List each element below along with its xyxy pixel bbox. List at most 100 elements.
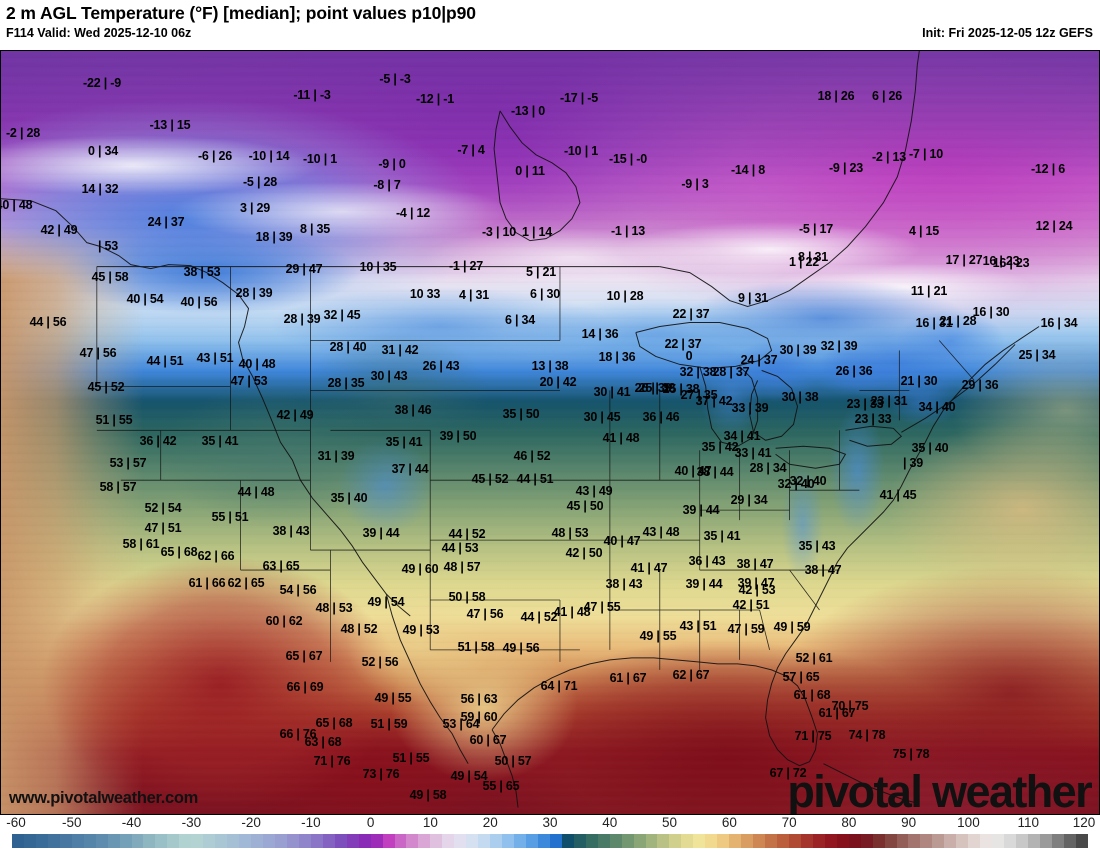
- point-value-label: 6 | 30: [529, 286, 561, 301]
- point-value-label: 43 | 51: [679, 618, 717, 633]
- point-value-label: 65 | 68: [160, 544, 198, 559]
- point-value-label: 29 | 34: [730, 492, 768, 507]
- colorbar-swatch: [418, 834, 431, 848]
- point-value-label: 40 | 47: [674, 463, 712, 478]
- point-value-label: 12 | 24: [1035, 218, 1073, 233]
- point-value-label: 32 | 45: [323, 307, 361, 322]
- point-value-label: 57 | 65: [782, 669, 820, 684]
- colorbar-swatch: [980, 834, 993, 848]
- point-value-label: 14 | 32: [81, 181, 119, 196]
- point-value-label: 49 | 55: [374, 690, 412, 705]
- point-value-label: 38 | 43: [272, 523, 310, 538]
- point-value-label: 47 | 56: [466, 606, 504, 621]
- temperature-map[interactable]: -22 | -9 -2 | 28 -13 | 15 0 | 34 -6 | 26 -10 …: [0, 50, 1100, 815]
- point-value-label: 34 | 41: [723, 428, 761, 443]
- point-value-label: 23 | 33: [854, 411, 892, 426]
- point-value-label: 42 | 49: [40, 222, 78, 237]
- point-value-label: 71 | 75: [794, 728, 832, 743]
- colorbar-tick-label: -10: [301, 815, 321, 830]
- point-value-label: 0 | 34: [87, 143, 119, 158]
- colorbar-swatch: [860, 834, 873, 848]
- point-value-label: 66 | 69: [286, 679, 324, 694]
- colorbar-tick-label: -40: [121, 815, 142, 830]
- point-value-label: 49 | 53: [402, 622, 440, 637]
- point-value-label: 29 | 36: [961, 377, 999, 392]
- colorbar-swatch: [645, 834, 658, 848]
- colorbar-swatch: [884, 834, 897, 848]
- colorbar-swatch: [693, 834, 706, 848]
- point-value-label: 41 | 47: [630, 560, 668, 575]
- point-value-label: -10 | 1: [563, 143, 599, 158]
- point-value-label: 31 | 39: [317, 448, 355, 463]
- colorbar-swatch: [83, 834, 96, 848]
- colorbar-tick-label: 100: [957, 815, 980, 830]
- point-value-label: 49 | 58: [409, 787, 447, 802]
- point-value-label: -15 | -0: [608, 151, 648, 166]
- point-value-label: 75 | 78: [892, 746, 930, 761]
- point-value-label: 34 | 40: [918, 399, 956, 414]
- point-value-label: 28 | 39: [235, 285, 273, 300]
- point-value-label: 45 | 50: [566, 498, 604, 513]
- point-value-label: -17 | -5: [559, 90, 599, 105]
- point-value-label: 33 | 41: [734, 445, 772, 460]
- point-value-label: 42 | 49: [276, 407, 314, 422]
- point-value-label: 44 | 51: [516, 471, 554, 486]
- colorbar-swatch: [59, 834, 72, 848]
- point-value-label: 44 | 53: [441, 540, 479, 555]
- colorbar-tick-label: -60: [6, 815, 26, 830]
- colorbar-tick-label: -20: [241, 815, 261, 830]
- point-value-label: 9 | 31: [737, 290, 769, 305]
- point-value-label: 1 | 22: [788, 254, 820, 269]
- point-value-label: 48 | 57: [443, 559, 481, 574]
- point-value-label: 32 | 39: [820, 338, 858, 353]
- colorbar-swatch: [872, 834, 885, 848]
- point-value-label: 36 | 43: [688, 553, 726, 568]
- point-value-label: 10 | 35: [359, 259, 397, 274]
- point-value-label: 56 | 63: [460, 691, 498, 706]
- point-value-label: | 53: [97, 238, 119, 253]
- colorbar-swatch: [298, 834, 311, 848]
- colorbar-legend[interactable]: -60 -50 -40 -30 -20 -10 0 10 20 30 40 50 60 70 80 90 100…: [0, 815, 1100, 850]
- point-value-label: 32 | 40: [777, 476, 815, 491]
- colorbar-swatch: [525, 834, 538, 848]
- point-value-label: 30 | 39: [779, 342, 817, 357]
- colorbar-swatch: [753, 834, 766, 848]
- point-value-label: 4 | 31: [458, 287, 490, 302]
- point-value-label: 16 | 31: [915, 315, 953, 330]
- colorbar-swatch: [143, 834, 156, 848]
- point-value-label: 51 | 55: [95, 412, 133, 427]
- point-value-label: 55 | 65: [482, 778, 520, 793]
- colorbar-swatch: [95, 834, 108, 848]
- point-value-label: 44 | 52: [448, 526, 486, 541]
- colorbar-swatch: [896, 834, 909, 848]
- point-value-label: 74 | 78: [848, 727, 886, 742]
- point-value-label: 35 | 50: [502, 406, 540, 421]
- point-value-label: 60 | 67: [469, 732, 507, 747]
- colorbar-swatch: [131, 834, 144, 848]
- point-value-label: 65 | 67: [285, 648, 323, 663]
- colorbar-swatch: [705, 834, 718, 848]
- point-value-label: 42 | 50: [565, 545, 603, 560]
- point-value-label: 48 | 52: [340, 621, 378, 636]
- point-value-label: 22 | 37: [664, 336, 702, 351]
- point-value-label: 35 | 40: [911, 440, 949, 455]
- point-value-label: 24 | 37: [147, 214, 185, 229]
- point-value-label: -6 | 26: [197, 148, 233, 163]
- point-value-label: 8 | 35: [299, 221, 331, 236]
- point-value-label: 22 | 37: [672, 306, 710, 321]
- point-value-label: 16 | 30: [972, 304, 1010, 319]
- point-value-label: 38 | 47: [804, 562, 842, 577]
- colorbar-swatch: [1004, 834, 1017, 848]
- point-value-label: 0: [685, 348, 693, 363]
- point-value-label: 4 | 15: [908, 223, 940, 238]
- colorbar-swatch: [12, 834, 24, 848]
- colorbar-tick-label: 10: [422, 815, 438, 830]
- point-value-label: 42 | 51: [732, 597, 770, 612]
- colorbar-swatch: [442, 834, 455, 848]
- colorbar-swatch: [514, 834, 526, 848]
- colorbar-swatch: [310, 834, 323, 848]
- point-value-label: 35 | 41: [385, 434, 423, 449]
- point-value-label: 16 | 23: [982, 253, 1020, 268]
- colorbar-swatch: [203, 834, 216, 848]
